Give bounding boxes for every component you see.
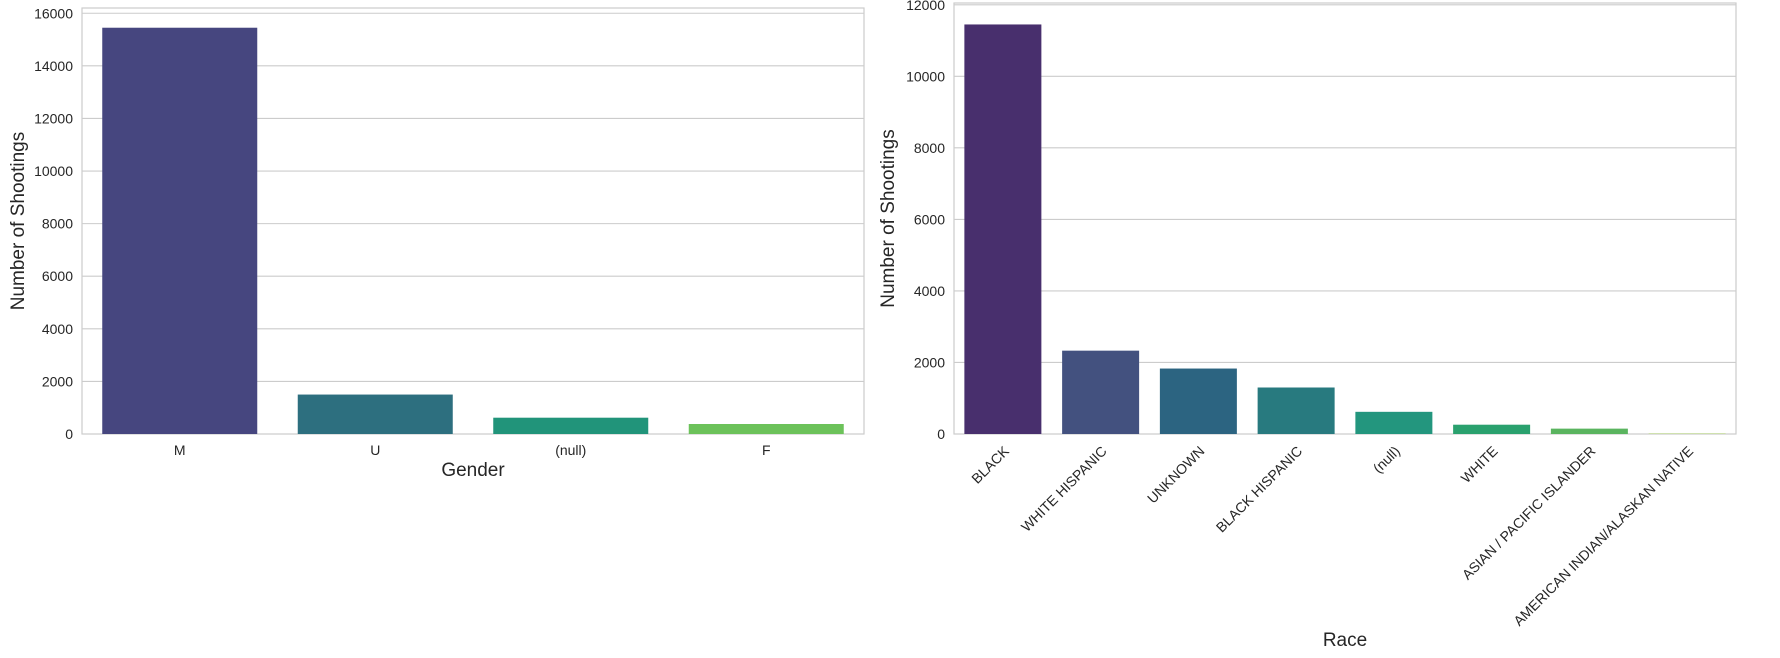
x-axis-label: Gender xyxy=(441,460,505,481)
x-tick-label: WHITE HISPANIC xyxy=(1018,443,1110,535)
x-tick-label: (null) xyxy=(1370,443,1403,476)
bar xyxy=(1550,428,1628,434)
chart-2: 0 2000 4000 6000 8000 10000 12000 BLACK WHITE HI… xyxy=(878,0,1737,651)
bar xyxy=(1257,387,1335,434)
y-tick-label: 2000 xyxy=(914,354,945,370)
bar xyxy=(493,417,649,434)
y-tick-label: 8000 xyxy=(914,140,945,156)
y-tick-label: 6000 xyxy=(42,268,73,284)
y-tick-label: 10000 xyxy=(906,68,945,84)
y-tick-label: 6000 xyxy=(914,211,945,227)
bar xyxy=(1062,350,1140,434)
bar xyxy=(1159,368,1237,434)
x-tick-label: F xyxy=(762,442,771,458)
bar xyxy=(102,27,258,434)
x-tick-label: U xyxy=(370,442,380,458)
chart-1: 0 2000 4000 6000 8000 10000 12000 14000 16000 M U (… xyxy=(8,5,865,481)
y-axis-label: Number of Shootings xyxy=(878,129,899,308)
y-tick-label: 14000 xyxy=(34,58,73,74)
y-tick-label: 8000 xyxy=(42,216,73,232)
y-tick-label: 0 xyxy=(65,426,73,442)
bar xyxy=(1355,411,1433,434)
y-tick-label: 4000 xyxy=(42,321,73,337)
y-tick-label: 16000 xyxy=(34,5,73,21)
y-axis-label: Number of Shootings xyxy=(8,132,29,311)
y-tick-label: 10000 xyxy=(34,163,73,179)
x-tick-label: UNKNOWN xyxy=(1144,443,1208,507)
y-tick-label: 0 xyxy=(937,426,945,442)
x-tick-label: BLACK HISPANIC xyxy=(1213,443,1306,536)
x-axis-label: Race xyxy=(1323,630,1367,651)
bar xyxy=(297,394,453,434)
bar xyxy=(964,24,1042,435)
bar xyxy=(1453,424,1531,434)
y-tick-label: 4000 xyxy=(914,283,945,299)
y-tick-label: 12000 xyxy=(906,0,945,13)
bar xyxy=(688,424,844,434)
x-tick-label: AMERICAN INDIAN/ALASKAN NATIVE xyxy=(1510,443,1696,629)
y-tick-label: 12000 xyxy=(34,110,73,126)
x-tick-label: (null) xyxy=(555,442,586,458)
x-tick-label: WHITE xyxy=(1458,443,1501,486)
x-tick-label: M xyxy=(174,442,186,458)
y-tick-label: 2000 xyxy=(42,373,73,389)
x-tick-label: BLACK xyxy=(968,442,1012,486)
